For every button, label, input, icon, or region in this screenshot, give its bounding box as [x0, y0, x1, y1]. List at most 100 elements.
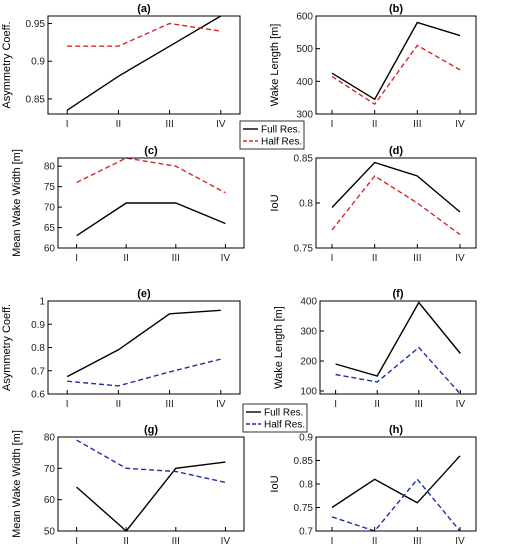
- x-tick-label: IV: [221, 536, 231, 547]
- legend-label: Full Res.: [264, 408, 303, 419]
- x-tick-label: II: [374, 399, 380, 410]
- x-tick-label: I: [331, 536, 334, 547]
- series-line-half-res: [67, 22, 221, 47]
- series-line-full-res: [331, 21, 461, 101]
- y-tick-label: 200: [300, 357, 317, 368]
- series-line-half-res: [335, 346, 461, 395]
- series-line-full-res: [66, 309, 221, 378]
- y-tick-label: 300: [296, 110, 313, 121]
- x-tick-label: IV: [456, 399, 466, 410]
- legend-label: Half Res.: [264, 420, 305, 431]
- x-tick-label: IV: [216, 119, 226, 130]
- x-tick-label: IV: [455, 119, 465, 130]
- y-axis-label: Wake Length [m]: [269, 24, 281, 107]
- series-line-full-res: [76, 461, 226, 533]
- y-axis-label: Mean Wake Width [m]: [11, 149, 23, 257]
- x-tick-label: II: [123, 536, 129, 547]
- x-tick-label: I: [75, 253, 78, 264]
- panel-a: (a)Asymmetry Coeff. 0.850.90.95I II III IV: [1, 3, 241, 130]
- series-line-full-res: [76, 202, 226, 237]
- y-tick-label: 400: [300, 297, 317, 308]
- legend: Full Res.Half Res.: [239, 120, 305, 150]
- x-tick-label: I: [334, 399, 337, 410]
- y-tick-label: 0.7: [299, 527, 313, 538]
- x-tick-label: II: [123, 253, 129, 264]
- y-tick-label: 0.6: [31, 390, 45, 401]
- series-line-half-res: [331, 175, 461, 236]
- x-tick-label: III: [165, 399, 173, 410]
- panel-title: (c): [144, 145, 158, 157]
- plot-frame: [57, 436, 245, 532]
- x-tick-label: IV: [455, 536, 465, 547]
- y-tick-label: 70: [44, 203, 56, 214]
- y-tick-label: 60: [44, 495, 56, 506]
- y-tick-label: 0.75: [294, 503, 314, 514]
- series-line-full-res: [331, 455, 461, 509]
- legend-box: [239, 120, 305, 150]
- y-tick-label: 0.8: [299, 480, 313, 491]
- x-tick-label: III: [172, 536, 180, 547]
- x-tick-label: III: [172, 253, 180, 264]
- x-tick-label: I: [331, 253, 334, 264]
- panel-title: (h): [389, 424, 403, 436]
- y-tick-label: 300: [300, 327, 317, 338]
- legend: Full Res.Half Res.: [242, 403, 308, 433]
- x-tick-label: III: [413, 253, 421, 264]
- panel-title: (b): [389, 3, 403, 15]
- y-tick-label: 0.9: [31, 320, 45, 331]
- panel-title: (a): [137, 3, 151, 15]
- y-axis-label: Mean Wake Width [m]: [11, 430, 23, 538]
- y-tick-label: 80: [44, 162, 56, 173]
- x-tick-label: II: [372, 536, 378, 547]
- series-line-half-res: [67, 358, 221, 387]
- panel-e: (e)Asymmetry Coeff.0.60.70.80.91I II III IV: [1, 288, 241, 410]
- plot-frame: [315, 157, 477, 249]
- y-axis-label: IoU: [269, 194, 281, 211]
- y-tick-label: 600: [296, 12, 313, 23]
- y-tick-label: 100: [300, 387, 317, 398]
- panel-title: (d): [389, 145, 403, 157]
- y-tick-label: 0.8: [31, 343, 45, 354]
- legend-label: Half Res.: [261, 137, 302, 148]
- legend-label: Full Res.: [261, 125, 300, 136]
- plot-frame: [319, 300, 477, 395]
- y-tick-label: 50: [44, 527, 56, 538]
- y-tick-label: 60: [44, 244, 56, 255]
- y-tick-label: 0.85: [294, 154, 314, 165]
- y-tick-label: 0.85: [26, 94, 46, 105]
- x-tick-label: III: [413, 536, 421, 547]
- series-line-half-res: [331, 478, 461, 532]
- y-tick-label: 0.75: [294, 244, 314, 255]
- y-tick-label: 0.85: [294, 456, 314, 467]
- y-tick-label: 500: [296, 44, 313, 55]
- x-tick-label: IV: [221, 253, 231, 264]
- series-line-full-res: [331, 161, 461, 213]
- y-axis-label: Asymmetry Coeff.: [1, 304, 13, 391]
- series-line-full-res: [335, 301, 461, 377]
- y-tick-label: 0.7: [31, 366, 45, 377]
- legend-box: [242, 403, 308, 433]
- x-tick-label: II: [116, 119, 122, 130]
- y-tick-label: 80: [44, 433, 56, 444]
- x-tick-label: IV: [455, 253, 465, 264]
- plot-frame: [315, 436, 477, 532]
- x-tick-label: III: [413, 119, 421, 130]
- x-tick-label: I: [75, 536, 78, 547]
- y-tick-label: 70: [44, 464, 56, 475]
- series-line-full-res: [66, 15, 222, 111]
- series-line-half-res: [76, 439, 226, 484]
- panel-title: (g): [144, 424, 158, 436]
- y-tick-label: 0.95: [26, 19, 46, 30]
- y-tick-label: 0.8: [299, 199, 313, 210]
- x-tick-label: II: [372, 253, 378, 264]
- y-tick-label: 75: [44, 182, 56, 193]
- panel-title: (f): [393, 288, 404, 300]
- y-axis-label: IoU: [269, 475, 281, 492]
- y-axis-label: Wake Length [m]: [273, 306, 285, 389]
- y-tick-label: 1: [39, 297, 45, 308]
